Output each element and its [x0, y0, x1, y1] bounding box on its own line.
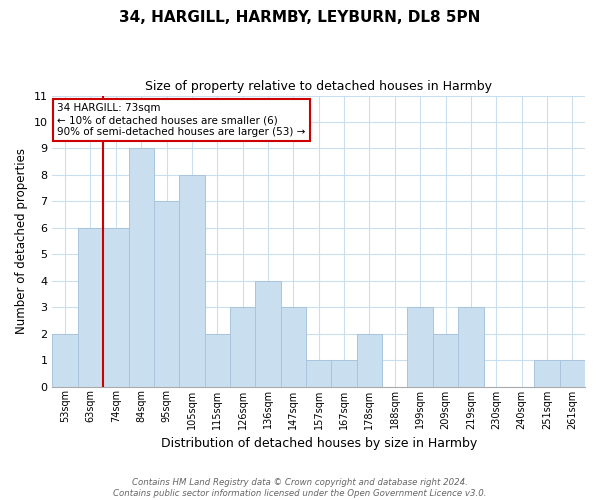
Bar: [407, 307, 433, 386]
Bar: [357, 334, 382, 386]
Bar: [154, 202, 179, 386]
Bar: [331, 360, 357, 386]
X-axis label: Distribution of detached houses by size in Harmby: Distribution of detached houses by size …: [161, 437, 477, 450]
Bar: [128, 148, 154, 386]
Text: Contains HM Land Registry data © Crown copyright and database right 2024.
Contai: Contains HM Land Registry data © Crown c…: [113, 478, 487, 498]
Bar: [281, 307, 306, 386]
Bar: [256, 280, 281, 386]
Title: Size of property relative to detached houses in Harmby: Size of property relative to detached ho…: [145, 80, 492, 93]
Bar: [560, 360, 585, 386]
Bar: [205, 334, 230, 386]
Y-axis label: Number of detached properties: Number of detached properties: [15, 148, 28, 334]
Text: 34, HARGILL, HARMBY, LEYBURN, DL8 5PN: 34, HARGILL, HARMBY, LEYBURN, DL8 5PN: [119, 10, 481, 25]
Bar: [230, 307, 256, 386]
Bar: [458, 307, 484, 386]
Bar: [306, 360, 331, 386]
Bar: [433, 334, 458, 386]
Bar: [103, 228, 128, 386]
Bar: [179, 175, 205, 386]
Text: 34 HARGILL: 73sqm
← 10% of detached houses are smaller (6)
90% of semi-detached : 34 HARGILL: 73sqm ← 10% of detached hous…: [58, 104, 306, 136]
Bar: [78, 228, 103, 386]
Bar: [534, 360, 560, 386]
Bar: [52, 334, 78, 386]
